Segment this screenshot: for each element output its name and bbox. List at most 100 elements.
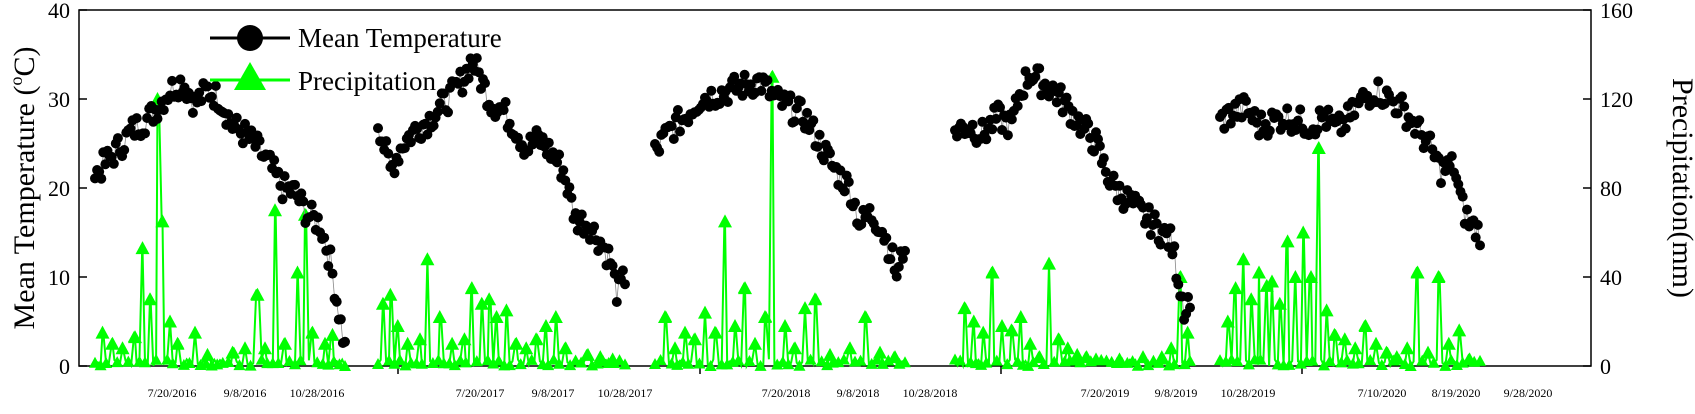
temperature-point-2019 (952, 131, 962, 142)
temperature-point-2016 (340, 336, 350, 347)
precip-point-2018 (837, 353, 850, 365)
precip-point-2018 (654, 353, 667, 365)
temperature-point-2019 (1143, 202, 1154, 213)
precip-point-2019 (954, 354, 967, 366)
precip-peak-2018 (708, 325, 722, 339)
precip-peak-2019 (1180, 325, 1195, 339)
precip-peak-2019 (1032, 350, 1047, 364)
precip-peak-2016 (278, 336, 292, 350)
temperature-point-2016 (223, 109, 234, 120)
temperature-point-2016 (323, 261, 334, 271)
left-axis-ticks (79, 9, 87, 367)
precip-peak-2019 (1042, 256, 1056, 270)
precip-point-2016 (244, 359, 257, 371)
temperature-point-2018 (897, 253, 908, 264)
right-axis-ticks (1583, 9, 1591, 367)
temperature-point-2018 (818, 155, 829, 166)
precip-line-2016 (94, 98, 346, 369)
temperature-point-2018 (887, 242, 898, 253)
temperature-point-2018 (881, 232, 892, 243)
temperature-point-2019 (981, 134, 992, 145)
precip-peak-2019 (1023, 336, 1038, 350)
date-labels: 7/20/2016 9/8/2016 10/28/2016 7/20/2017 … (148, 386, 1553, 400)
precip-point-2019 (1037, 358, 1050, 370)
precip-point-2017 (547, 353, 560, 365)
precip-peak-2020 (1220, 314, 1235, 328)
precip-peak-2019 (995, 318, 1009, 332)
precip-peak-2016 (128, 330, 142, 344)
precip-point-2016 (183, 357, 196, 369)
temperature-point-2017 (471, 53, 482, 64)
temperature-point-2016 (335, 314, 346, 325)
precip-peak-2016 (238, 341, 252, 355)
temperature-point-2019 (1173, 279, 1184, 290)
precip-peak-2017 (499, 303, 514, 317)
date-label-2019-3: 10/28/2019 (1221, 386, 1276, 400)
precip-point-2017 (393, 354, 406, 366)
left-axis-tick-labels: 0 10 20 30 40 (48, 0, 70, 379)
precip-point-2017 (503, 359, 516, 371)
precip-peak-2019 (1112, 352, 1127, 366)
left-tick-label-30: 30 (48, 87, 70, 112)
precip-peak-2017 (558, 341, 573, 355)
precip-point-2020 (1254, 353, 1267, 365)
precip-peak-2017 (375, 296, 390, 310)
temperature-point-2019 (1055, 82, 1066, 93)
temperature-point-2018 (900, 245, 910, 256)
precip-point-2017 (525, 353, 538, 365)
precip-point-2016 (139, 356, 151, 368)
temperature-point-2016 (298, 196, 309, 207)
precip-point-2017 (415, 357, 428, 369)
precip-point-2020 (1231, 355, 1244, 367)
temperature-point-2017 (393, 156, 404, 167)
temperature-point-2019 (1030, 71, 1041, 82)
precip-peak-2020 (1280, 234, 1295, 248)
precip-peak-2016 (225, 345, 240, 359)
temperature-point-2020 (1457, 191, 1468, 202)
temperature-point-2018 (668, 134, 679, 144)
temperature-point-2016 (327, 268, 338, 279)
temperature-point-2017 (383, 148, 394, 159)
precip-point-2017 (487, 357, 500, 369)
temperature-point-2016 (119, 145, 130, 155)
y-axis-left-title-unit: C) (8, 47, 41, 77)
temperature-point-2017 (405, 137, 416, 148)
precip-peak-2018 (678, 325, 692, 339)
precip-peak-2020 (1410, 265, 1425, 279)
temperature-point-2016 (319, 232, 330, 243)
right-axis-tick-labels: 0 40 80 120 160 (1600, 0, 1633, 379)
precip-peak-2020 (1319, 303, 1334, 317)
temperature-point-2019 (991, 113, 1002, 124)
precip-point-2018 (871, 353, 884, 365)
temperature-point-2018 (885, 254, 896, 265)
precip-peak-2016 (188, 325, 202, 339)
temperature-point-2016 (140, 128, 150, 139)
legend-temperature-label: Mean Temperature (298, 23, 502, 53)
precip-peak-2017 (489, 310, 504, 324)
precip-peak-2020 (1431, 270, 1446, 283)
temperature-point-2017 (432, 106, 443, 117)
temperature-point-2019 (1098, 153, 1109, 164)
temperature-point-2016 (269, 155, 280, 166)
precip-peak-2019 (1060, 341, 1075, 355)
temperature-point-2018 (812, 141, 823, 152)
precip-peak-2018 (748, 336, 762, 350)
temperature-point-2018 (808, 115, 819, 126)
precip-point-2020 (1242, 358, 1255, 370)
temperature-point-2017 (373, 123, 383, 134)
precip-peak-2020 (1304, 270, 1318, 283)
precip-peak-2018 (808, 292, 822, 306)
precip-point-2018 (754, 359, 767, 371)
temperature-point-2017 (457, 87, 468, 98)
precip-point-2020 (1439, 359, 1452, 371)
precip-peak-2020 (1252, 265, 1266, 279)
precip-peak-2019 (1079, 350, 1094, 364)
date-label-2016-2: 9/8/2016 (224, 386, 267, 400)
temperature-point-2018 (706, 85, 717, 96)
precip-peak-2019 (1089, 352, 1103, 366)
precip-peak-2017 (383, 287, 398, 301)
temperature-point-2016 (96, 173, 107, 184)
temperature-point-2016 (125, 123, 136, 134)
legend: Mean Temperature Precipitation (210, 23, 502, 96)
temperature-point-2020 (1225, 118, 1236, 129)
